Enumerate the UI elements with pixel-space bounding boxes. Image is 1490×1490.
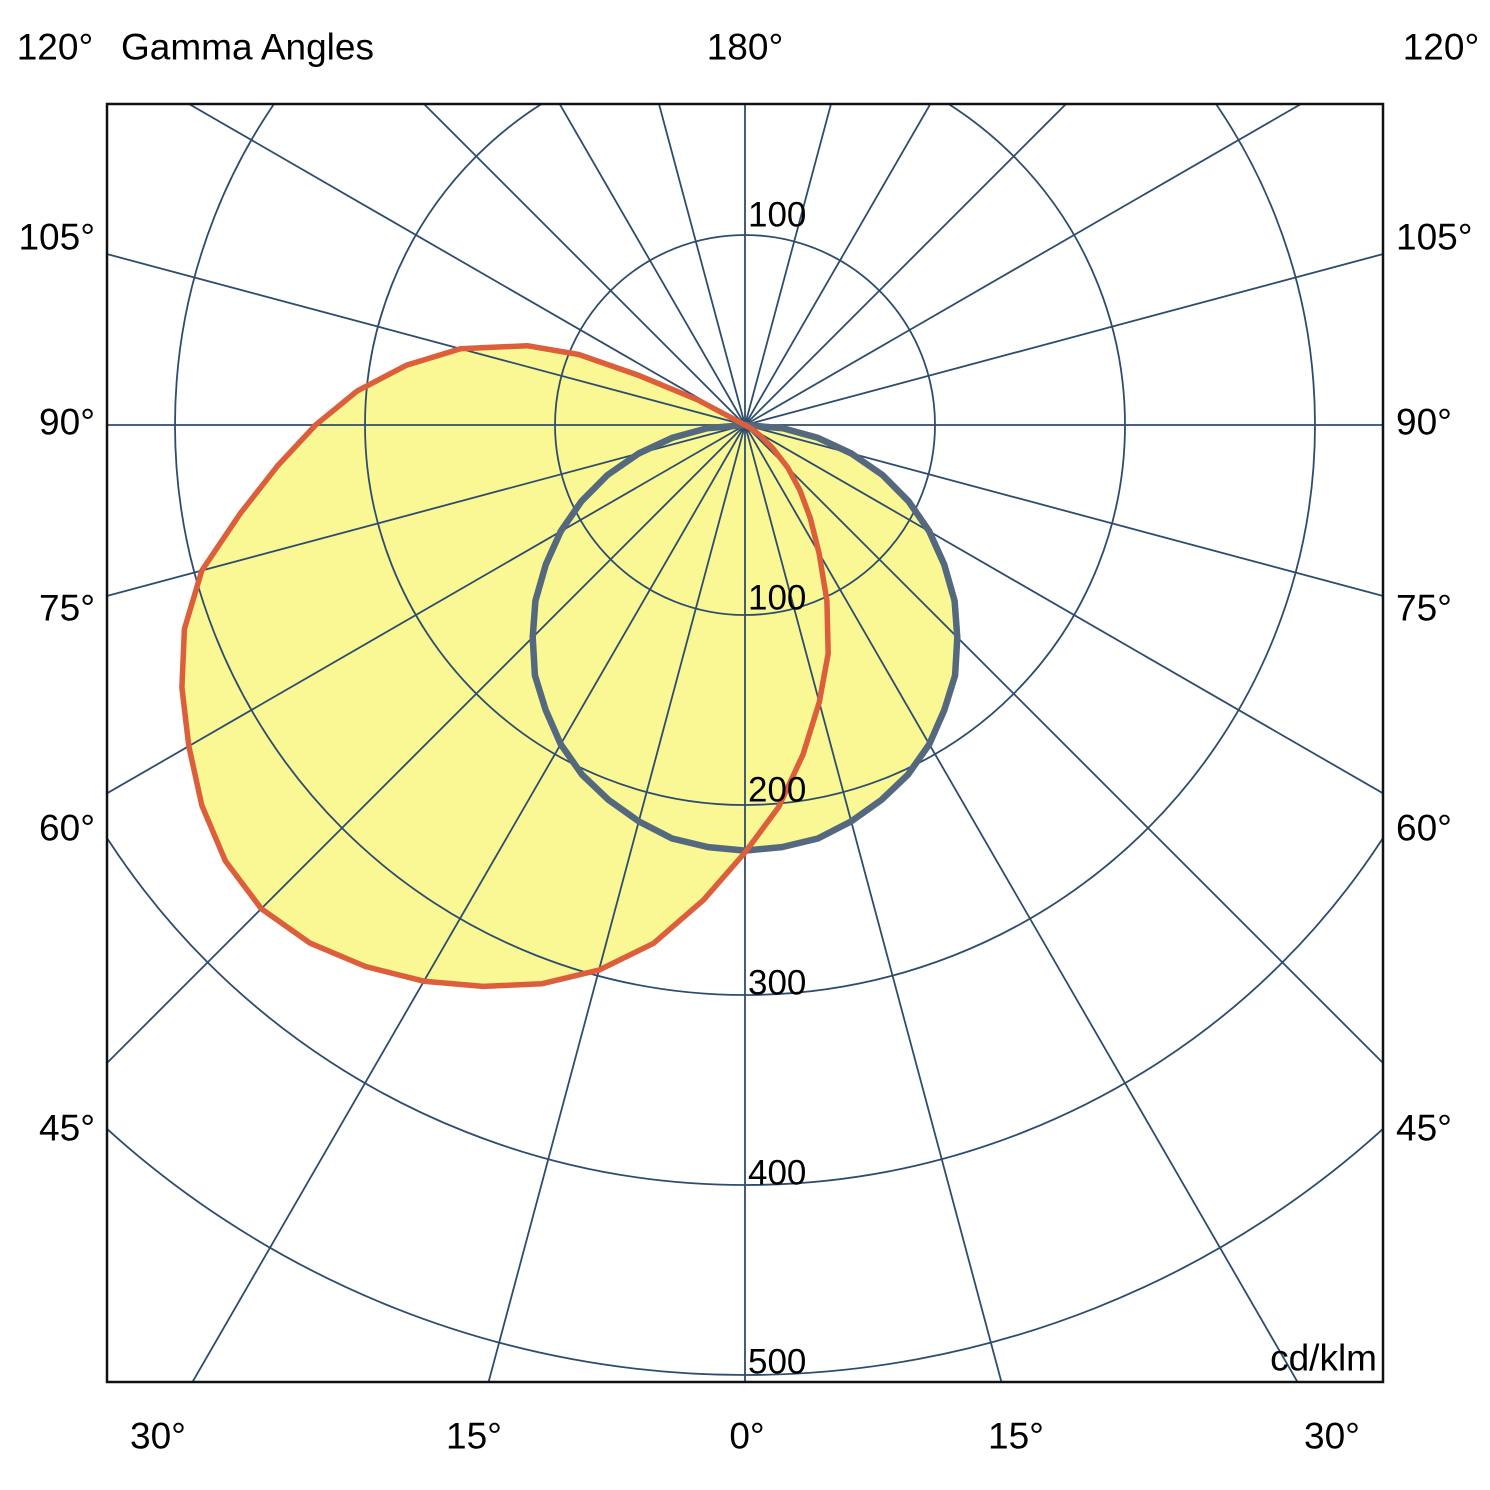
left-angle-label-75°: 75° (39, 588, 95, 629)
grid-radial-210 (558, 104, 746, 426)
grid-radial-15 (744, 424, 1003, 1382)
radial-tick-lower-400: 400 (748, 1154, 806, 1193)
bottom-angle-label-2: 0° (729, 1416, 764, 1457)
right-angle-label-45°: 45° (1396, 1108, 1452, 1149)
left-angle-label-105°: 105° (18, 217, 95, 258)
corner-angle-label-top-right: 120° (1403, 27, 1480, 68)
bottom-angle-label-4: 30° (1304, 1416, 1360, 1457)
grid-radial-30 (744, 424, 1299, 1382)
right-angle-label-60°: 60° (1396, 808, 1452, 849)
bottom-angle-label-1: 15° (446, 1416, 502, 1457)
grid-radial-75 (744, 424, 1383, 597)
left-angle-label-90°: 90° (39, 402, 95, 443)
radial-tick-lower-500: 500 (748, 1343, 806, 1382)
grid-radial-345 (487, 424, 746, 1382)
grid-radial-60 (744, 424, 1383, 795)
grid-radial-150 (744, 104, 932, 426)
grid-radial-165 (744, 104, 832, 426)
grid-radial-120 (744, 104, 1303, 426)
grid-radial-45 (744, 424, 1383, 1065)
radial-tick-lower-300: 300 (748, 964, 806, 1003)
units-label: cd/klm (1270, 1338, 1377, 1379)
plot-frame (105, 102, 1385, 1384)
grid-radial-195 (658, 104, 746, 426)
top-angle-label: 180° (707, 27, 784, 68)
left-angle-label-60°: 60° (39, 808, 95, 849)
red-curve (179, 342, 831, 990)
right-angle-label-105°: 105° (1396, 217, 1473, 258)
bottom-angle-label-3: 15° (988, 1416, 1044, 1457)
grid-radial-315 (107, 424, 746, 1065)
left-angle-label-45°: 45° (39, 1108, 95, 1149)
grid-radial-285 (107, 424, 746, 597)
axis-labels: 105° 105° 90° 90° 75° 75° 60° 60° 45° 45° 30° 15° 0°… (18, 196, 1472, 1457)
grid-radial-105 (744, 253, 1383, 426)
grid-radial-300 (107, 424, 746, 795)
radial-tick-lower-200: 200 (748, 771, 806, 810)
grid-radial-225 (422, 104, 746, 426)
grid-radial-240 (187, 104, 746, 426)
bottom-angle-label-0: 30° (130, 1416, 186, 1457)
grid-radial-135 (744, 104, 1068, 426)
corner-angle-label-top-left: 120° (17, 27, 94, 68)
chart-title: Gamma Angles (121, 27, 374, 68)
radial-tick-upper-100: 100 (748, 196, 806, 235)
grid-radial-255 (107, 253, 746, 426)
grid-radial-330 (191, 424, 746, 1382)
right-angle-label-75°: 75° (1396, 588, 1452, 629)
right-angle-label-90°: 90° (1396, 402, 1452, 443)
radial-tick-lower-100: 100 (748, 579, 806, 618)
